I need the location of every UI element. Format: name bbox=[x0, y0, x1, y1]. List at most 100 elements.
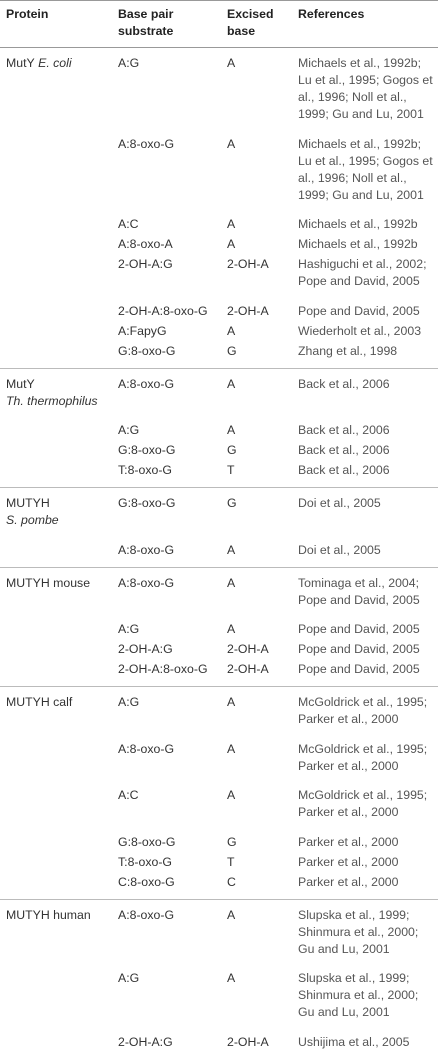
table-row: A:FapyG A Wiederholt et al., 2003 bbox=[0, 321, 438, 341]
table-row: A:8-oxo-G A Doi et al., 2005 bbox=[0, 540, 438, 568]
table-row: C:8-oxo-G C Parker et al., 2000 bbox=[0, 872, 438, 900]
protein-species: E. coli bbox=[38, 56, 72, 70]
substrate-cell: A:8-oxo-G bbox=[118, 136, 175, 151]
protein-cell bbox=[0, 739, 112, 786]
excised-base-cell: A bbox=[227, 237, 236, 251]
substrate-cell: 2-OH-A:G bbox=[118, 1034, 173, 1049]
excised-base-cell: A bbox=[227, 622, 236, 636]
protein-name: MUTYH mouse bbox=[6, 575, 91, 590]
excised-base-cell: A bbox=[221, 540, 292, 568]
references-cell: Pope and David, 2005 bbox=[298, 622, 420, 636]
protein-cell bbox=[0, 215, 112, 235]
substrate-cell: A:8-oxo-A bbox=[118, 237, 173, 251]
table-row: A:C A McGoldrick et al., 1995; Parker et a… bbox=[0, 786, 438, 833]
protein-cell bbox=[0, 620, 112, 640]
excised-base-cell: A bbox=[227, 575, 236, 590]
protein-species: Th. thermophilus bbox=[6, 393, 98, 408]
protein-cell bbox=[0, 659, 112, 687]
references-cell: Back et al., 2006 bbox=[298, 423, 390, 437]
protein-cell bbox=[0, 441, 112, 461]
substrate-cell: A:FapyG bbox=[118, 323, 167, 338]
protein-cell bbox=[0, 969, 112, 1033]
substrate-cell: A:G bbox=[118, 423, 140, 437]
excised-base-cell: G bbox=[221, 341, 292, 369]
references-cell: Ushijima et al., 2005 bbox=[298, 1034, 410, 1049]
references-cell: Hashiguchi et al., 2002; Pope and David,… bbox=[298, 257, 427, 288]
protein-cell bbox=[0, 872, 112, 900]
substrate-cell: T:8-oxo-G bbox=[112, 460, 221, 488]
substrate-cell: 2-OH-A:G bbox=[118, 257, 173, 271]
excised-base-cell: C bbox=[221, 872, 292, 900]
table-row: MUTYH human A:8-oxo-G A Slupska et al., 199… bbox=[0, 899, 438, 969]
substrate-cell: A:8-oxo-G bbox=[118, 575, 175, 590]
protein-cell bbox=[0, 421, 112, 441]
protein-cell bbox=[0, 460, 112, 488]
protein-cell bbox=[0, 134, 112, 215]
excised-base-cell: A bbox=[227, 741, 236, 756]
excised-base-cell: G bbox=[227, 496, 237, 510]
references-cell: Doi et al., 2005 bbox=[292, 540, 438, 568]
header-cell: References bbox=[292, 0, 438, 48]
table-row: MUTYH S. pombe G:8-oxo-G G Doi et al., 2005 bbox=[0, 488, 438, 541]
protein-name: MUTYH calf bbox=[6, 695, 73, 709]
table-row: T:8-oxo-G T Back et al., 2006 bbox=[0, 460, 438, 488]
header-cell: Excised base bbox=[221, 0, 292, 48]
protein-cell bbox=[0, 852, 112, 872]
table-row: A:G A Pope and David, 2005 bbox=[0, 620, 438, 640]
references-cell: Back et al., 2006 bbox=[292, 460, 438, 488]
excised-base-cell: T bbox=[221, 460, 292, 488]
substrate-cell: G:8-oxo-G bbox=[118, 443, 176, 457]
excised-base-cell: A bbox=[227, 907, 236, 922]
substrate-cell: A:G bbox=[118, 622, 140, 636]
protein-cell: MutY E. coli bbox=[0, 48, 112, 135]
references-cell: Tominaga et al., 2004; Pope and David, 2… bbox=[298, 575, 420, 607]
references-cell: Wiederholt et al., 2003 bbox=[298, 323, 422, 338]
substrate-cell: G:8-oxo-G bbox=[118, 834, 176, 849]
excised-base-cell: A bbox=[227, 788, 236, 802]
excised-base-cell: A bbox=[227, 971, 236, 985]
protein-cell bbox=[0, 341, 112, 369]
protein-cell bbox=[0, 321, 112, 341]
excised-base-cell: A bbox=[227, 423, 236, 437]
substrate-cell: 2-OH-A:8-oxo-G bbox=[118, 303, 208, 318]
protein-cell bbox=[0, 786, 112, 833]
protein-cell bbox=[0, 301, 112, 321]
protein-cell: MUTYH human bbox=[0, 899, 112, 969]
references-cell: Michaels et al., 1992b bbox=[298, 217, 418, 231]
protein-cell bbox=[0, 1032, 112, 1059]
header-cell: Protein bbox=[0, 0, 112, 48]
substrate-cell: A:G bbox=[118, 971, 140, 985]
excised-base-cell: 2-OH-A bbox=[221, 659, 292, 687]
references-cell: McGoldrick et al., 1995; Parker et al., … bbox=[298, 741, 428, 773]
table-row: MutY E. coli A:G A Michaels et al., 1992b; … bbox=[0, 48, 438, 135]
substrate-cell: A:G bbox=[118, 695, 140, 709]
protein-cell: MUTYH calf bbox=[0, 687, 112, 740]
references-cell: Back et al., 2006 bbox=[298, 443, 390, 457]
table-row: 2-OH-A:G 2-OH-A Ushijima et al., 2005 bbox=[0, 1032, 438, 1059]
protein-cell bbox=[0, 540, 112, 568]
references-cell: Parker et al., 2000 bbox=[292, 872, 438, 900]
header-cell: Base pair substrate bbox=[112, 0, 221, 48]
table-row: MUTYH calf A:G A McGoldrick et al., 1995; P… bbox=[0, 687, 438, 740]
protein-cell bbox=[0, 235, 112, 255]
references-cell: McGoldrick et al., 1995; Parker et al., … bbox=[298, 788, 428, 819]
protein-name: MUTYH bbox=[6, 496, 50, 510]
excised-base-cell: A bbox=[227, 56, 236, 70]
table-row: A:8-oxo-G A Michaels et al., 1992b; Lu et … bbox=[0, 134, 438, 215]
references-cell: Slupska et al., 1999; Shinmura et al., 2… bbox=[298, 907, 419, 956]
table-row: G:8-oxo-G G Parker et al., 2000 bbox=[0, 832, 438, 852]
excised-base-cell: A bbox=[227, 217, 236, 231]
references-cell: Slupska et al., 1999; Shinmura et al., 2… bbox=[298, 971, 419, 1019]
excised-base-cell: A bbox=[227, 136, 236, 151]
table-row: A:G A Slupska et al., 1999; Shinmura et al… bbox=[0, 969, 438, 1033]
table-row: A:C A Michaels et al., 1992b bbox=[0, 215, 438, 235]
excised-base-cell: 2-OH-A bbox=[227, 642, 269, 656]
excised-base-cell: A bbox=[227, 695, 236, 709]
substrate-cell: A:8-oxo-G bbox=[118, 376, 175, 391]
references-cell: Zhang et al., 1998 bbox=[292, 341, 438, 369]
references-cell: Doi et al., 2005 bbox=[298, 496, 381, 510]
excised-base-cell: A bbox=[227, 376, 236, 391]
substrate-cell: 2-OH-A:G bbox=[118, 642, 173, 656]
